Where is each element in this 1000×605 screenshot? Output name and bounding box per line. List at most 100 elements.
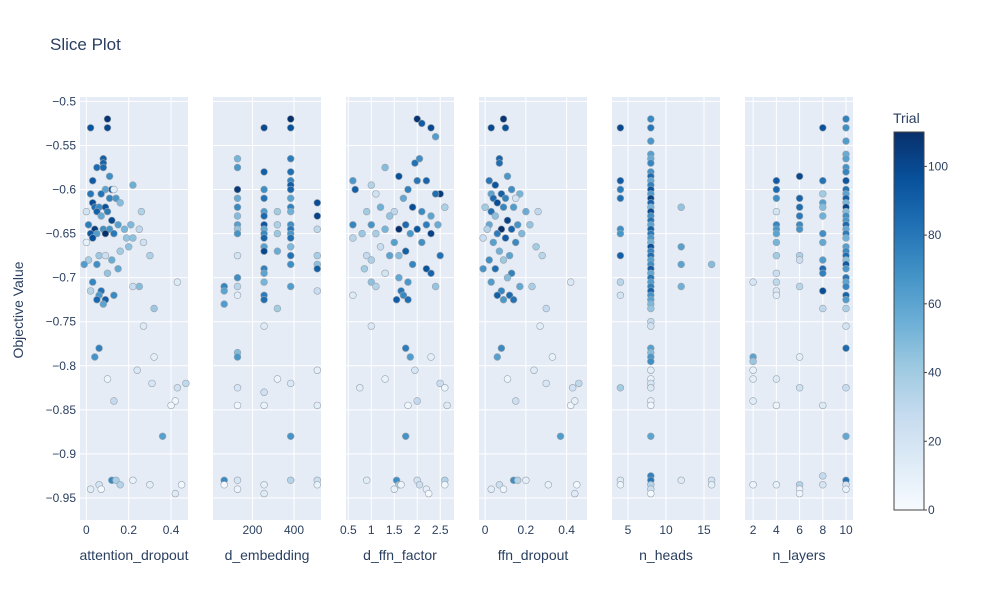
data-point [647, 432, 655, 440]
y-axis-title: Objective Value [10, 261, 26, 358]
data-point [97, 485, 105, 493]
data-point [287, 234, 295, 242]
panel-n_layers: 2 4 6 8 10 n_layers [745, 97, 853, 563]
data-point [842, 137, 850, 145]
data-point [616, 481, 625, 489]
data-point [497, 344, 506, 352]
colorbar-tick-label: 0 [928, 503, 935, 517]
data-point [749, 397, 757, 405]
data-point [260, 322, 268, 330]
data-point [95, 251, 103, 260]
data-point [487, 278, 495, 286]
data-point [103, 375, 112, 383]
data-point [493, 353, 501, 361]
data-point [795, 225, 804, 233]
data-point [80, 260, 88, 269]
data-point [287, 476, 295, 484]
data-point [819, 238, 827, 247]
x-tick-label: 6 [796, 523, 803, 537]
data-point [819, 472, 827, 480]
data-point [406, 353, 414, 361]
data-point [93, 296, 101, 304]
x-axis-title: ffn_dropout [498, 547, 569, 563]
data-point [647, 115, 655, 123]
data-point [616, 291, 625, 299]
y-tick-label: −0.85 [46, 403, 77, 417]
data-point [273, 375, 282, 383]
data-point [103, 115, 112, 123]
data-point [795, 212, 804, 220]
data-point [413, 225, 421, 233]
data-point [503, 172, 512, 181]
data-point [491, 181, 499, 189]
data-point [381, 375, 389, 383]
data-point [139, 322, 148, 330]
y-tick-label: −0.9 [52, 447, 76, 461]
data-point [233, 212, 242, 220]
data-point [177, 481, 186, 489]
data-point [97, 190, 105, 198]
x-tick-label: 1 [368, 523, 375, 537]
data-point [103, 124, 112, 132]
data-point [116, 481, 124, 489]
colorbar-tick-label: 40 [928, 366, 942, 380]
data-point [363, 476, 371, 484]
data-point [647, 159, 655, 167]
x-tick-label: 2.5 [432, 523, 449, 537]
panel-background [745, 97, 853, 520]
data-point [772, 207, 781, 216]
data-point [503, 375, 512, 383]
data-point [105, 172, 114, 181]
data-point [381, 163, 389, 172]
data-point [411, 366, 419, 374]
data-point [749, 375, 757, 383]
data-point [129, 234, 137, 242]
panel-d_ffn_factor: 0.5 1 1.5 2 2.5 d_ffn_factor [340, 97, 454, 563]
x-tick-label: 2 [750, 523, 757, 537]
data-point [351, 185, 359, 194]
data-point [427, 229, 435, 238]
data-point [491, 212, 499, 220]
data-point [122, 234, 131, 242]
data-point [501, 234, 510, 242]
data-point [287, 260, 295, 269]
panel-background [346, 97, 454, 520]
data-point [819, 287, 827, 295]
data-point [795, 256, 804, 264]
data-point [220, 300, 228, 308]
data-point [418, 207, 426, 216]
data-point [91, 353, 99, 361]
data-point [532, 243, 540, 251]
data-point [436, 251, 444, 260]
data-point [522, 207, 530, 216]
data-point [167, 401, 175, 410]
data-point [493, 229, 501, 238]
data-point [386, 251, 394, 260]
data-point [399, 291, 408, 299]
data-point [495, 159, 504, 167]
data-point [530, 366, 538, 374]
data-point [795, 172, 804, 181]
data-point [616, 278, 625, 286]
data-point [516, 282, 524, 291]
data-point [129, 181, 137, 189]
data-point [404, 185, 412, 194]
data-point [499, 115, 508, 123]
data-point [819, 229, 827, 238]
data-point [842, 177, 850, 185]
data-point [313, 212, 321, 220]
data-point [616, 251, 625, 260]
data-point [842, 485, 850, 493]
data-point [481, 203, 489, 211]
x-tick-label: 8 [819, 523, 826, 537]
data-point [313, 251, 321, 260]
data-point [487, 485, 495, 493]
panel-n_heads: 5 10 15 n_heads [612, 97, 720, 563]
x-tick-label: 0.2 [518, 523, 535, 537]
data-point [819, 304, 827, 313]
data-point [511, 238, 520, 247]
data-point [503, 216, 512, 225]
panel-background [479, 97, 587, 520]
data-point [441, 203, 449, 211]
